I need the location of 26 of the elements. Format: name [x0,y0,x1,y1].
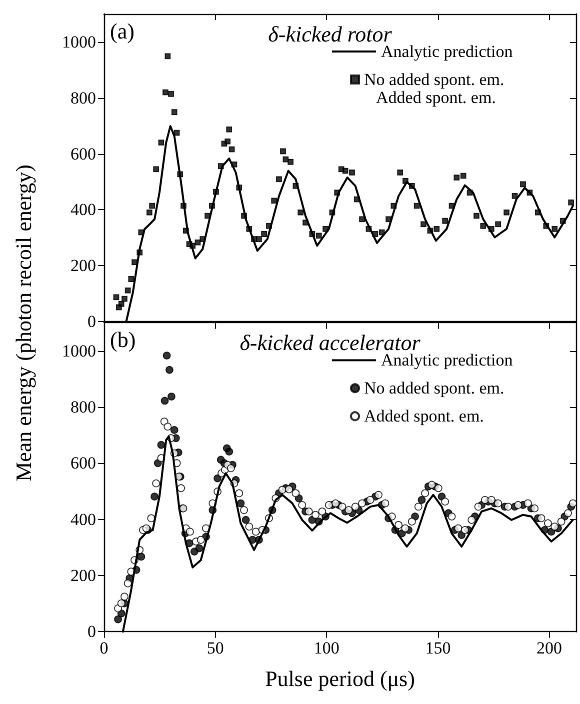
y-tick-label: 0 [88,312,96,331]
y-tick-label: 1000 [62,32,96,52]
y-tick-label: 800 [70,88,96,108]
annotation: Added spont. em. [376,88,496,107]
x-tick-label: 0 [100,638,108,658]
y-tick-label: 800 [70,397,96,416]
x-tick-label: 150 [425,638,451,658]
y-tick-label: 400 [70,510,96,529]
x-tick-label: 100 [314,638,340,658]
legend-label: Analytic prediction [381,350,514,370]
legend-label: No added spont. em. [364,378,504,398]
y-tick-label: 600 [70,144,96,164]
legend-label: Added spont. em. [364,406,484,426]
y-axis-title: Mean energy (photon recoil energy) [11,164,37,482]
annotation: (b) [110,327,136,352]
x-tick-label: 200 [536,638,562,658]
legend-label: No added spont. em. [364,70,504,89]
y-tick-label: 600 [70,454,96,473]
y-tick-label: 200 [70,256,96,276]
y-tick-label: 1000 [62,341,96,360]
annotation: (a) [110,18,134,44]
x-axis-title: Pulse period (μs) [265,666,415,692]
x-tick-label: 50 [206,638,224,658]
y-tick-label: 400 [70,200,96,220]
y-tick-label: 200 [70,566,96,586]
y-tick-label: 0 [88,622,96,642]
